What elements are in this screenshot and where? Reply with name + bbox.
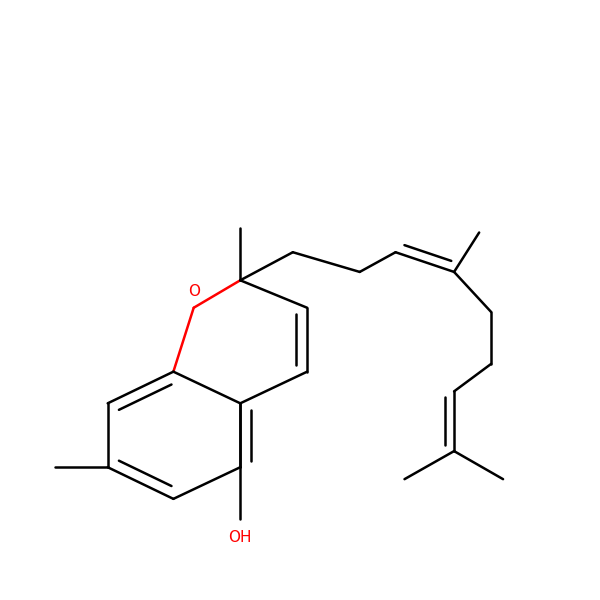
Text: O: O bbox=[188, 284, 200, 299]
Text: OH: OH bbox=[229, 530, 252, 545]
